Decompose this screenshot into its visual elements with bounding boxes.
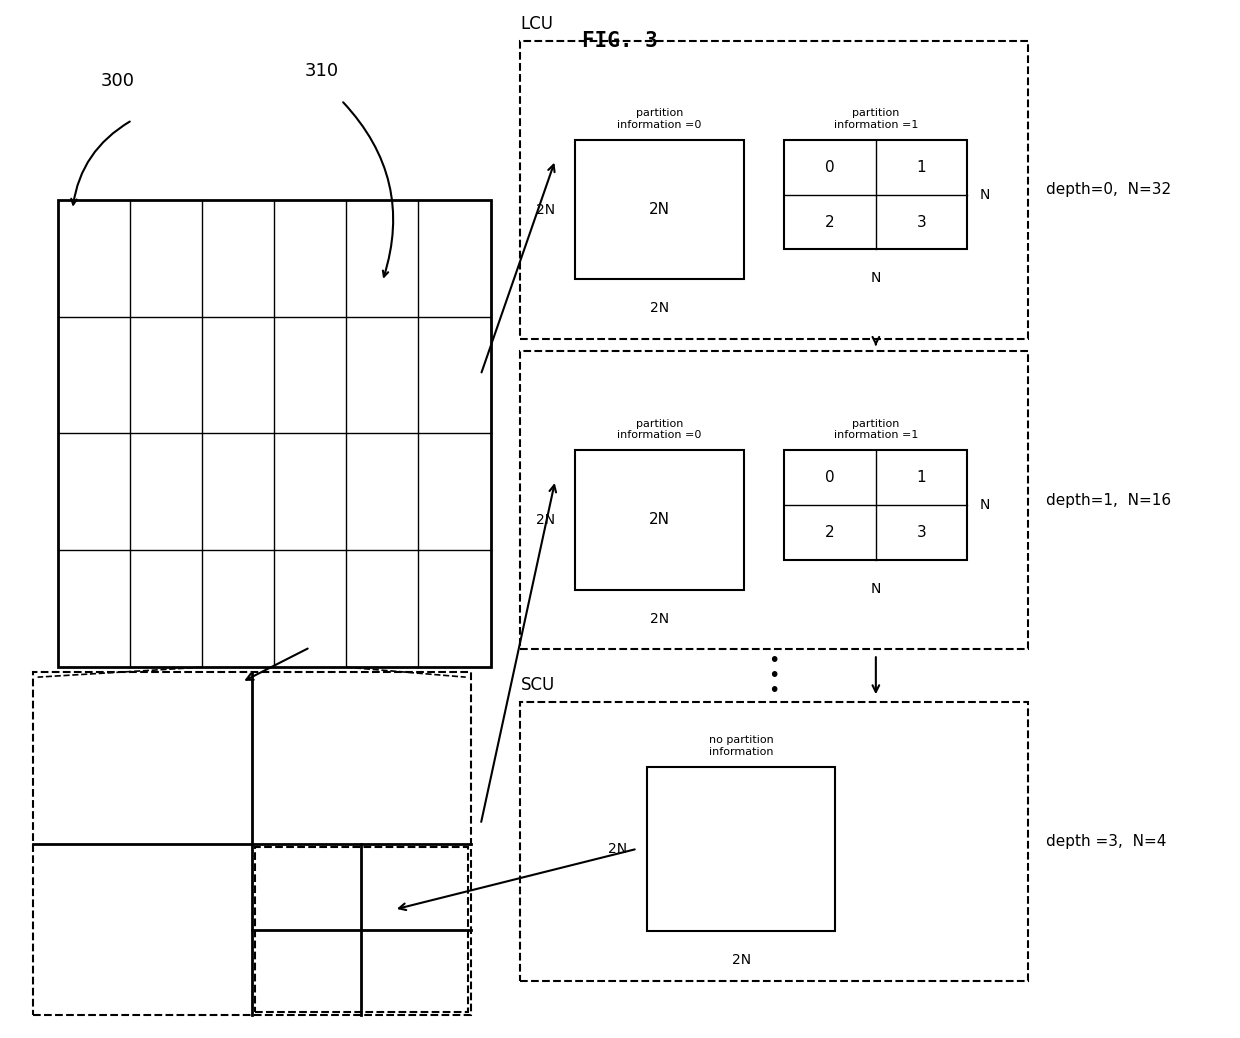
Text: 2N: 2N	[650, 301, 670, 316]
Text: 3: 3	[916, 215, 926, 229]
Text: 2N: 2N	[536, 202, 556, 217]
Text: •: •	[769, 666, 780, 685]
Text: LCU: LCU	[521, 15, 553, 32]
Bar	[785, 450, 967, 559]
Text: 2N: 2N	[732, 953, 751, 966]
Text: 1: 1	[916, 470, 926, 485]
Text: 300: 300	[100, 73, 134, 90]
Text: depth=1,  N=16: depth=1, N=16	[1047, 493, 1172, 508]
Text: 2: 2	[826, 525, 835, 540]
Bar	[521, 40, 1028, 339]
Bar	[32, 673, 471, 1015]
Text: N: N	[870, 581, 882, 596]
Text: 2N: 2N	[609, 842, 627, 855]
Text: 2N: 2N	[536, 513, 556, 527]
Text: 2N: 2N	[649, 202, 670, 217]
Text: 1: 1	[916, 160, 926, 174]
Bar	[575, 140, 744, 279]
Bar	[521, 351, 1028, 650]
Text: 3: 3	[916, 525, 926, 540]
Text: 2N: 2N	[650, 611, 670, 626]
Text: 2N: 2N	[649, 513, 670, 527]
Text: N: N	[980, 498, 990, 512]
Text: •: •	[769, 681, 780, 700]
Text: partition
information =0: partition information =0	[618, 418, 702, 440]
Bar	[785, 140, 967, 249]
Bar	[647, 767, 836, 931]
Bar	[575, 450, 744, 590]
Bar	[57, 199, 491, 667]
Text: FIG. 3: FIG. 3	[582, 31, 658, 51]
Bar	[521, 702, 1028, 981]
Text: N: N	[980, 188, 990, 201]
Bar	[254, 847, 467, 1012]
Text: no partition
information: no partition information	[709, 735, 774, 757]
Text: 2: 2	[826, 215, 835, 229]
Text: •: •	[769, 651, 780, 671]
Text: depth =3,  N=4: depth =3, N=4	[1047, 834, 1167, 849]
Text: partition
information =1: partition information =1	[833, 109, 918, 130]
Text: partition
information =0: partition information =0	[618, 109, 702, 130]
Text: 0: 0	[826, 160, 835, 174]
Text: partition
information =1: partition information =1	[833, 418, 918, 440]
Text: depth=0,  N=32: depth=0, N=32	[1047, 183, 1172, 197]
Text: 0: 0	[826, 470, 835, 485]
Text: N: N	[870, 271, 882, 285]
Text: 310: 310	[304, 62, 339, 80]
Text: SCU: SCU	[521, 676, 554, 694]
